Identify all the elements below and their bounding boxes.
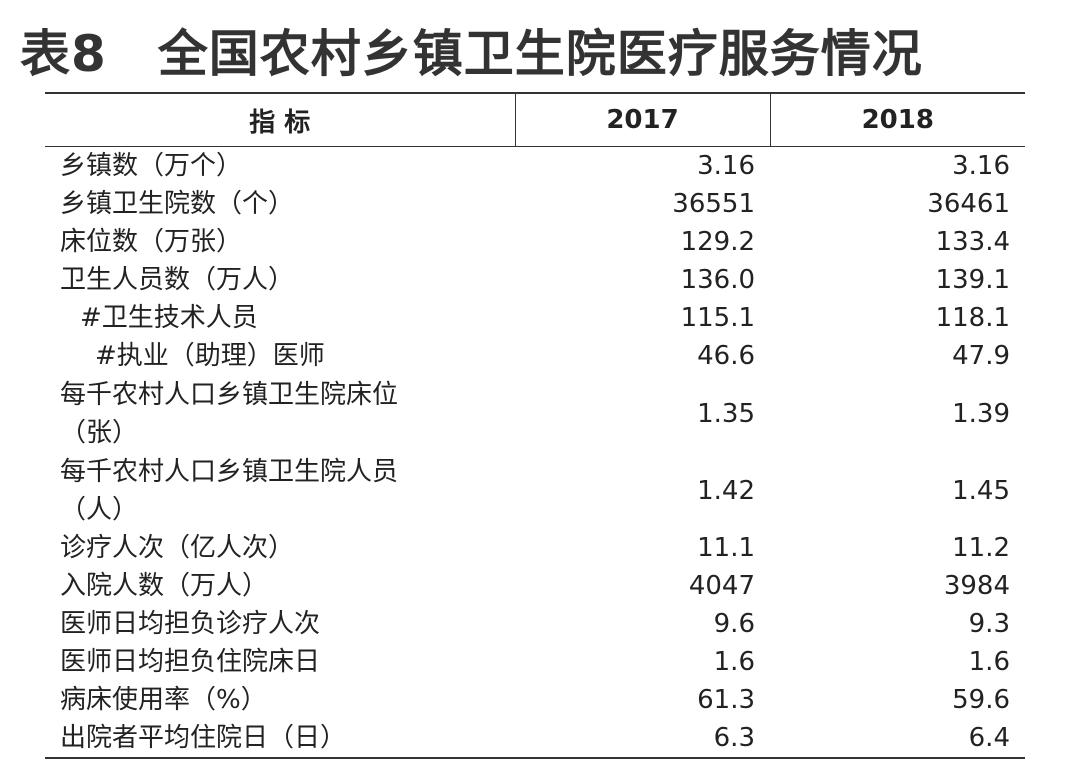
table-row: 每千农村人口乡镇卫生院床位（张） 1.35 1.39: [45, 375, 1025, 452]
table-body: 乡镇数（万个） 3.16 3.16 乡镇卫生院数（个） 36551 36461 床位数（万张…: [45, 147, 1025, 759]
label-cell: 乡镇数（万个）: [45, 147, 515, 186]
value-cell: 115.1: [680, 303, 755, 333]
value-cell: 11.2: [952, 533, 1010, 563]
label-cell: 出院者平均住院日（日）: [45, 719, 515, 759]
label-text: 乡镇数（万个）: [60, 151, 243, 181]
label-text: 床位数（万张）: [60, 227, 243, 257]
value-cell: 36551: [672, 189, 755, 219]
label-cell: 乡镇卫生院数（个）: [45, 185, 515, 223]
label-text: 每千农村人口乡镇卫生院人员（人）: [60, 456, 399, 525]
table-row: 床位数（万张） 129.2 133.4: [45, 223, 1025, 261]
label-text: #卫生技术人员: [80, 303, 258, 333]
label-text: 诊疗人次（亿人次）: [60, 533, 295, 563]
label-cell: 床位数（万张）: [45, 223, 515, 261]
table-row: #执业（助理）医师 46.6 47.9: [45, 337, 1025, 375]
label-cell: 医师日均担负住院床日: [45, 643, 515, 681]
table-row: 病床使用率（%） 61.3 59.6: [45, 681, 1025, 719]
column-header: 2018: [770, 92, 1025, 147]
value-cell: 1.42: [697, 475, 755, 506]
value-cell: 9.3: [968, 609, 1010, 639]
table-row: 入院人数（万人） 4047 3984: [45, 567, 1025, 605]
column-header: 指 标: [45, 92, 515, 147]
label-cell: 诊疗人次（亿人次）: [45, 529, 515, 567]
value-cell: 3.16: [952, 151, 1010, 181]
value-cell: 6.4: [770, 719, 1025, 759]
value-cell: 1.45: [952, 475, 1010, 506]
table-row: 出院者平均住院日（日） 6.3 6.4: [45, 719, 1025, 759]
label-text: 出院者平均住院日（日）: [60, 723, 347, 753]
value-cell: 1.6: [713, 647, 755, 677]
label-text: 病床使用率（%）: [60, 685, 267, 715]
value-cell: 9.6: [713, 609, 755, 639]
label-cell: 卫生人员数（万人）: [45, 261, 515, 299]
label-cell: #卫生技术人员: [45, 299, 515, 337]
value-cell: 1.35: [697, 398, 755, 429]
table-row: 医师日均担负诊疗人次 9.6 9.3: [45, 605, 1025, 643]
label-cell: #执业（助理）医师: [45, 337, 515, 375]
label-cell: 入院人数（万人）: [45, 567, 515, 605]
table-row: 卫生人员数（万人） 136.0 139.1: [45, 261, 1025, 299]
value-cell: 3.16: [697, 151, 755, 181]
value-cell: 129.2: [680, 227, 755, 257]
label-cell: 每千农村人口乡镇卫生院床位（张）: [45, 375, 515, 452]
header-row: 指 标 2017 2018: [45, 92, 1025, 147]
label-text: 医师日均担负诊疗人次: [60, 609, 321, 639]
value-cell: 59.6: [952, 685, 1010, 715]
value-cell: 136.0: [680, 265, 755, 295]
value-cell: 133.4: [935, 227, 1010, 257]
value-cell: 11.1: [697, 533, 755, 563]
value-cell: 6.3: [515, 719, 770, 759]
label-text: 医师日均担负住院床日: [60, 647, 321, 677]
table-row: 乡镇卫生院数（个） 36551 36461: [45, 185, 1025, 223]
label-text: 乡镇卫生院数（个）: [60, 189, 295, 219]
value-cell: 4047: [688, 571, 755, 601]
label-text: 每千农村人口乡镇卫生院床位（张）: [60, 379, 399, 448]
value-cell: 118.1: [935, 303, 1010, 333]
table-row: 诊疗人次（亿人次） 11.1 11.2: [45, 529, 1025, 567]
value-cell: 3984: [943, 571, 1010, 601]
label-text: #执业（助理）医师: [95, 341, 325, 371]
table-row: 每千农村人口乡镇卫生院人员（人） 1.42 1.45: [45, 452, 1025, 529]
value-cell: 61.3: [697, 685, 755, 715]
label-cell: 医师日均担负诊疗人次: [45, 605, 515, 643]
label-cell: 每千农村人口乡镇卫生院人员（人）: [45, 452, 515, 529]
value-cell: 46.6: [697, 341, 755, 371]
value-cell: 36461: [927, 189, 1010, 219]
value-cell: 47.9: [952, 341, 1010, 371]
table-row: #卫生技术人员 115.1 118.1: [45, 299, 1025, 337]
data-table: 指 标 2017 2018 乡镇数（万个） 3.16 3.16 乡镇卫生院数（个） 36…: [45, 92, 1025, 759]
title: 表8 全国农村乡镇卫生院医疗服务情况: [20, 25, 923, 83]
label-text: 入院人数（万人）: [60, 571, 269, 601]
value-cell: 139.1: [935, 265, 1010, 295]
value-cell: 1.39: [952, 398, 1010, 429]
table-row: 医师日均担负住院床日 1.6 1.6: [45, 643, 1025, 681]
table-row: 乡镇数（万个） 3.16 3.16: [45, 147, 1025, 186]
label-cell: 病床使用率（%）: [45, 681, 515, 719]
value-cell: 1.6: [968, 647, 1010, 677]
column-header: 2017: [514, 92, 771, 147]
label-text: 卫生人员数（万人）: [60, 265, 295, 295]
